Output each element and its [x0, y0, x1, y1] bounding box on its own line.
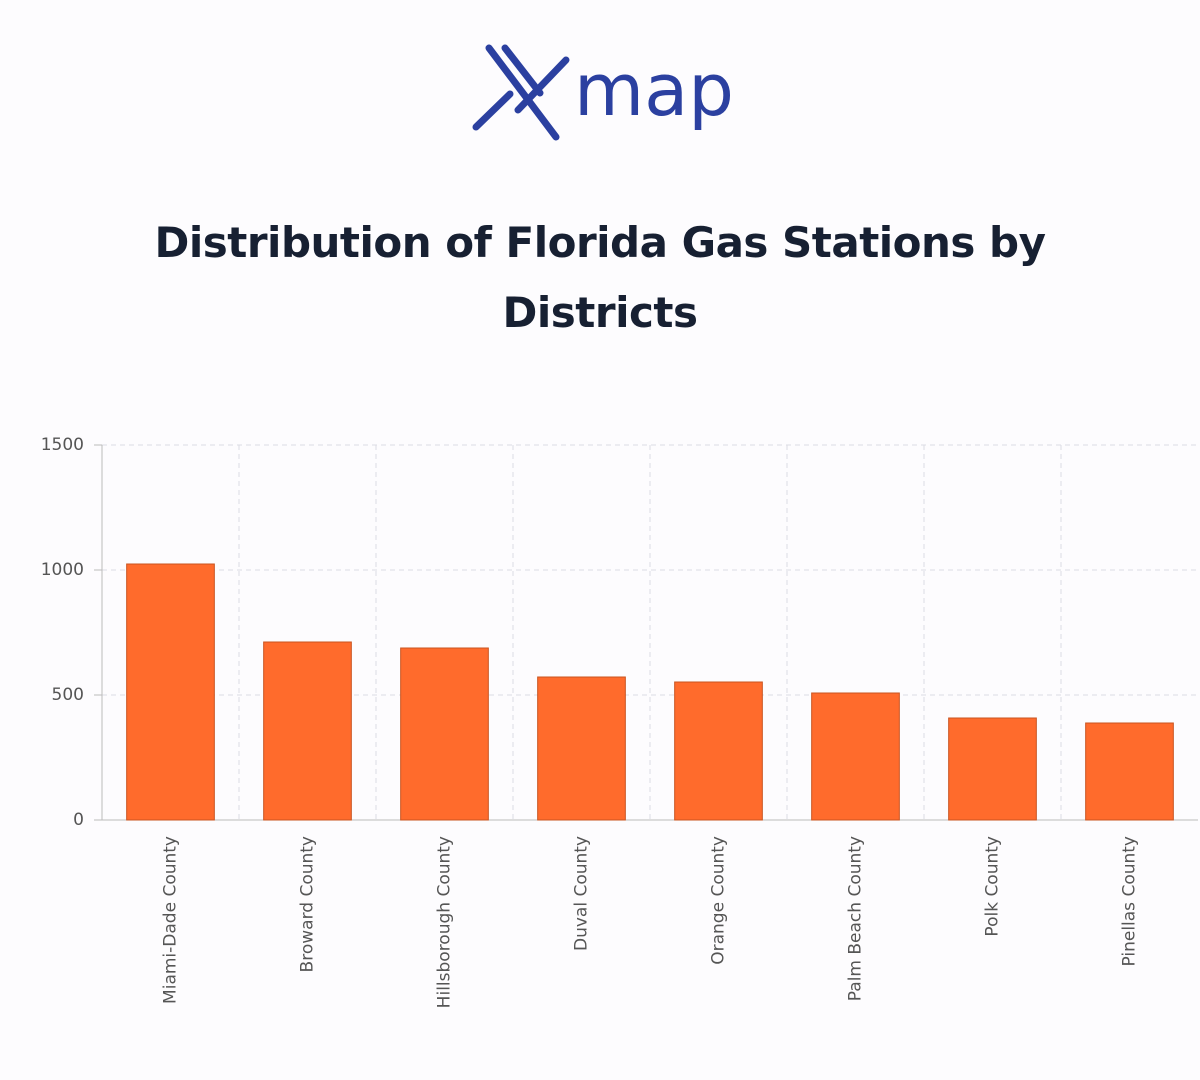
- chart: 0 500 1000 1500 Miami-Dade County Broward Cou…: [41, 435, 1198, 1008]
- logo-icon: [472, 44, 570, 141]
- y-tick-label: 1000: [41, 560, 84, 580]
- x-tick-label: Hillsborough County: [435, 836, 455, 1008]
- y-tick-label: 500: [52, 685, 84, 705]
- bar: [1085, 722, 1174, 821]
- logo-text: map: [574, 48, 734, 132]
- bar: [126, 563, 215, 821]
- y-tick-label: 0: [73, 810, 84, 830]
- x-tick-label: Orange County: [709, 836, 729, 965]
- bar: [811, 692, 900, 821]
- chart-title: Distribution of Florida Gas Stations by …: [154, 218, 1047, 337]
- x-tick-label: Polk County: [983, 836, 1003, 937]
- x-tick-label: Duval County: [572, 836, 592, 951]
- bar: [537, 676, 626, 821]
- bar: [400, 647, 489, 821]
- x-tick-label: Miami-Dade County: [161, 836, 181, 1004]
- x-tick-label: Broward County: [298, 836, 318, 972]
- y-tick-label: 1500: [41, 435, 84, 455]
- bar: [674, 681, 763, 821]
- logo: map: [472, 44, 734, 141]
- bar: [948, 717, 1037, 821]
- bar: [263, 641, 352, 821]
- x-tick-label: Pinellas County: [1120, 836, 1140, 967]
- x-tick-label: Palm Beach County: [846, 836, 866, 1001]
